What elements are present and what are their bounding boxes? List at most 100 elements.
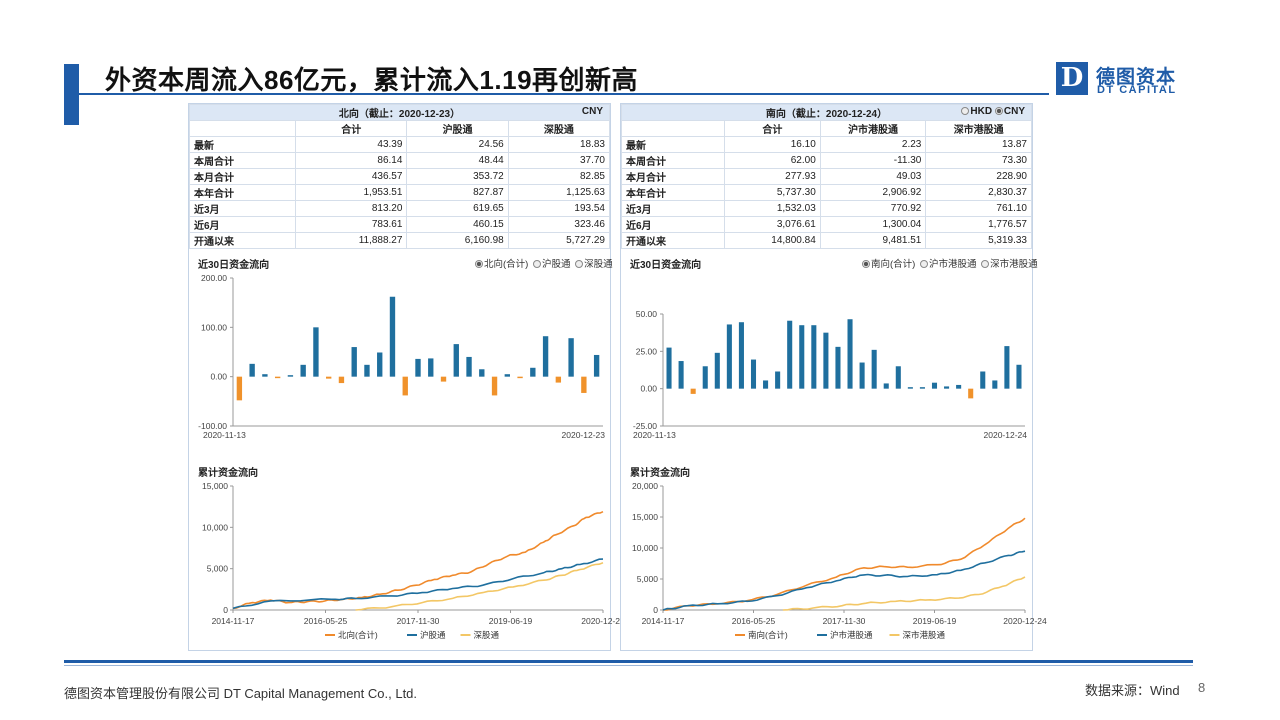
north-row-value: 1,125.63 bbox=[507, 184, 611, 201]
north-row-value: 43.39 bbox=[294, 136, 408, 153]
south-option-sh[interactable]: 沪市港股通 bbox=[919, 259, 977, 270]
y-tick-label: 15,000 bbox=[632, 512, 658, 522]
x-start-label: 2020-11-13 bbox=[203, 430, 246, 440]
currency-cny-label: CNY bbox=[1003, 106, 1025, 117]
data-bar bbox=[823, 332, 829, 389]
currency-option-cny[interactable]: CNY bbox=[994, 106, 1025, 117]
x-tick-label: 2020-12-24 bbox=[581, 616, 625, 626]
data-bar bbox=[750, 359, 757, 389]
north-caption-text: 北向（截止：2020-12-23） bbox=[338, 109, 461, 120]
data-bar bbox=[517, 376, 523, 379]
north-row-value: 1,953.51 bbox=[294, 184, 408, 201]
data-bar bbox=[593, 354, 600, 377]
south-option-sz[interactable]: 深市港股通 bbox=[981, 259, 1038, 270]
y-tick-label: 100.00 bbox=[201, 322, 227, 332]
south-row: 本月合计 277.93 49.03 228.90 bbox=[621, 168, 1032, 185]
south-row-value: 761.10 bbox=[925, 200, 1032, 217]
north-row-value: 436.57 bbox=[294, 168, 408, 185]
x-tick-label: 2020-12-24 bbox=[1003, 616, 1047, 626]
south-row-value: 9,481.51 bbox=[819, 232, 927, 249]
south-row-value: 228.90 bbox=[925, 168, 1032, 185]
data-bar bbox=[859, 362, 865, 389]
south-summary-table: 南向（截止：2020-12-24） HKD CNY 合计 沪市港股通 深市港股通… bbox=[621, 104, 1032, 249]
data-bar bbox=[466, 356, 472, 377]
south-row-value: 14,800.84 bbox=[724, 232, 821, 249]
north-bar-chart-title: 近30日资金流向 bbox=[198, 260, 270, 271]
radio-icon bbox=[575, 260, 584, 268]
north-option-total[interactable]: 北向(合计) bbox=[475, 259, 528, 270]
y-tick-label: 10,000 bbox=[202, 522, 228, 532]
north-option-sz-label: 深股通 bbox=[584, 259, 613, 270]
data-bar bbox=[377, 352, 383, 377]
data-bar bbox=[351, 347, 357, 377]
data-bar bbox=[262, 374, 268, 377]
north-row-label: 最新 bbox=[189, 136, 296, 153]
data-bar bbox=[453, 344, 459, 377]
data-bar bbox=[931, 382, 938, 389]
south-option-sh-label: 沪市港股通 bbox=[928, 259, 977, 270]
south-bar-chart-title: 近30日资金流向 bbox=[630, 260, 702, 271]
legend-label: 北向(合计) bbox=[338, 630, 378, 640]
north-option-sh[interactable]: 沪股通 bbox=[532, 259, 571, 270]
series-line bbox=[662, 550, 1026, 611]
north-row: 本周合计 86.14 48.44 37.70 bbox=[189, 152, 611, 169]
radio-selected-icon bbox=[994, 107, 1003, 115]
y-tick-label: 0 bbox=[223, 605, 228, 615]
south-row-label: 近3月 bbox=[621, 200, 725, 217]
south-row: 本年合计 5,737.30 2,906.92 2,830.37 bbox=[621, 184, 1032, 201]
currency-hkd-label: HKD bbox=[970, 106, 993, 117]
north-row-value: 5,727.29 bbox=[507, 232, 611, 249]
south-row-label: 本年合计 bbox=[621, 184, 725, 201]
data-bar bbox=[440, 376, 447, 382]
footer-source: 数据来源：Wind bbox=[1085, 683, 1180, 698]
north-row-value: 460.15 bbox=[406, 216, 509, 233]
south-header-sh: 沪市港股通 bbox=[819, 120, 927, 137]
north-header-sz: 深股通 bbox=[507, 120, 611, 137]
data-bar bbox=[992, 380, 998, 389]
south-row-value: 73.30 bbox=[925, 152, 1032, 169]
y-tick-label: 0 bbox=[653, 605, 658, 615]
north-row-value: 353.72 bbox=[406, 168, 509, 185]
data-bar bbox=[883, 383, 889, 389]
south-row-value: 2,906.92 bbox=[819, 184, 927, 201]
south-row-label: 本周合计 bbox=[621, 152, 725, 169]
data-bar bbox=[542, 336, 549, 377]
data-bar bbox=[944, 386, 950, 389]
logo-cn-text: 德图资本 bbox=[1096, 67, 1177, 88]
north-row-value: 86.14 bbox=[294, 152, 408, 169]
data-bar bbox=[799, 325, 805, 389]
title-accent-bar bbox=[64, 64, 79, 125]
y-tick-label: -100.00 bbox=[198, 421, 227, 431]
north-option-sh-label: 沪股通 bbox=[541, 259, 571, 270]
radio-icon bbox=[532, 260, 541, 268]
logo-mark-icon: D bbox=[1056, 62, 1088, 95]
y-tick-label: 20,000 bbox=[632, 481, 658, 491]
legend-label: 沪股通 bbox=[420, 630, 446, 640]
data-bar bbox=[738, 322, 744, 389]
north-row-value: 619.65 bbox=[406, 200, 509, 217]
north-row-value: 193.54 bbox=[507, 200, 611, 217]
data-bar bbox=[338, 376, 345, 384]
south-option-total[interactable]: 南向(合计) bbox=[862, 259, 915, 270]
y-tick-label: -25.00 bbox=[633, 421, 657, 431]
north-currency-label: CNY bbox=[581, 106, 603, 117]
north-row-value: 6,160.98 bbox=[406, 232, 509, 249]
data-bar bbox=[714, 352, 720, 389]
y-tick-label: 0.00 bbox=[640, 384, 657, 394]
north-row-value: 783.61 bbox=[294, 216, 408, 233]
data-bar bbox=[300, 364, 306, 377]
data-bar bbox=[389, 296, 396, 377]
south-row-label: 本月合计 bbox=[621, 168, 725, 185]
south-table-body: 最新 16.10 2.23 13.87 本周合计 62.00 -11.30 73.30 本月合计… bbox=[621, 136, 1032, 249]
currency-option-hkd[interactable]: HKD bbox=[961, 106, 992, 117]
data-bar bbox=[402, 376, 408, 396]
north-option-sz[interactable]: 深股通 bbox=[575, 259, 613, 270]
data-bar bbox=[871, 349, 877, 389]
data-bar bbox=[415, 358, 421, 377]
data-bar bbox=[787, 320, 793, 389]
north-header-total: 合计 bbox=[294, 120, 408, 137]
series-line bbox=[232, 558, 604, 610]
